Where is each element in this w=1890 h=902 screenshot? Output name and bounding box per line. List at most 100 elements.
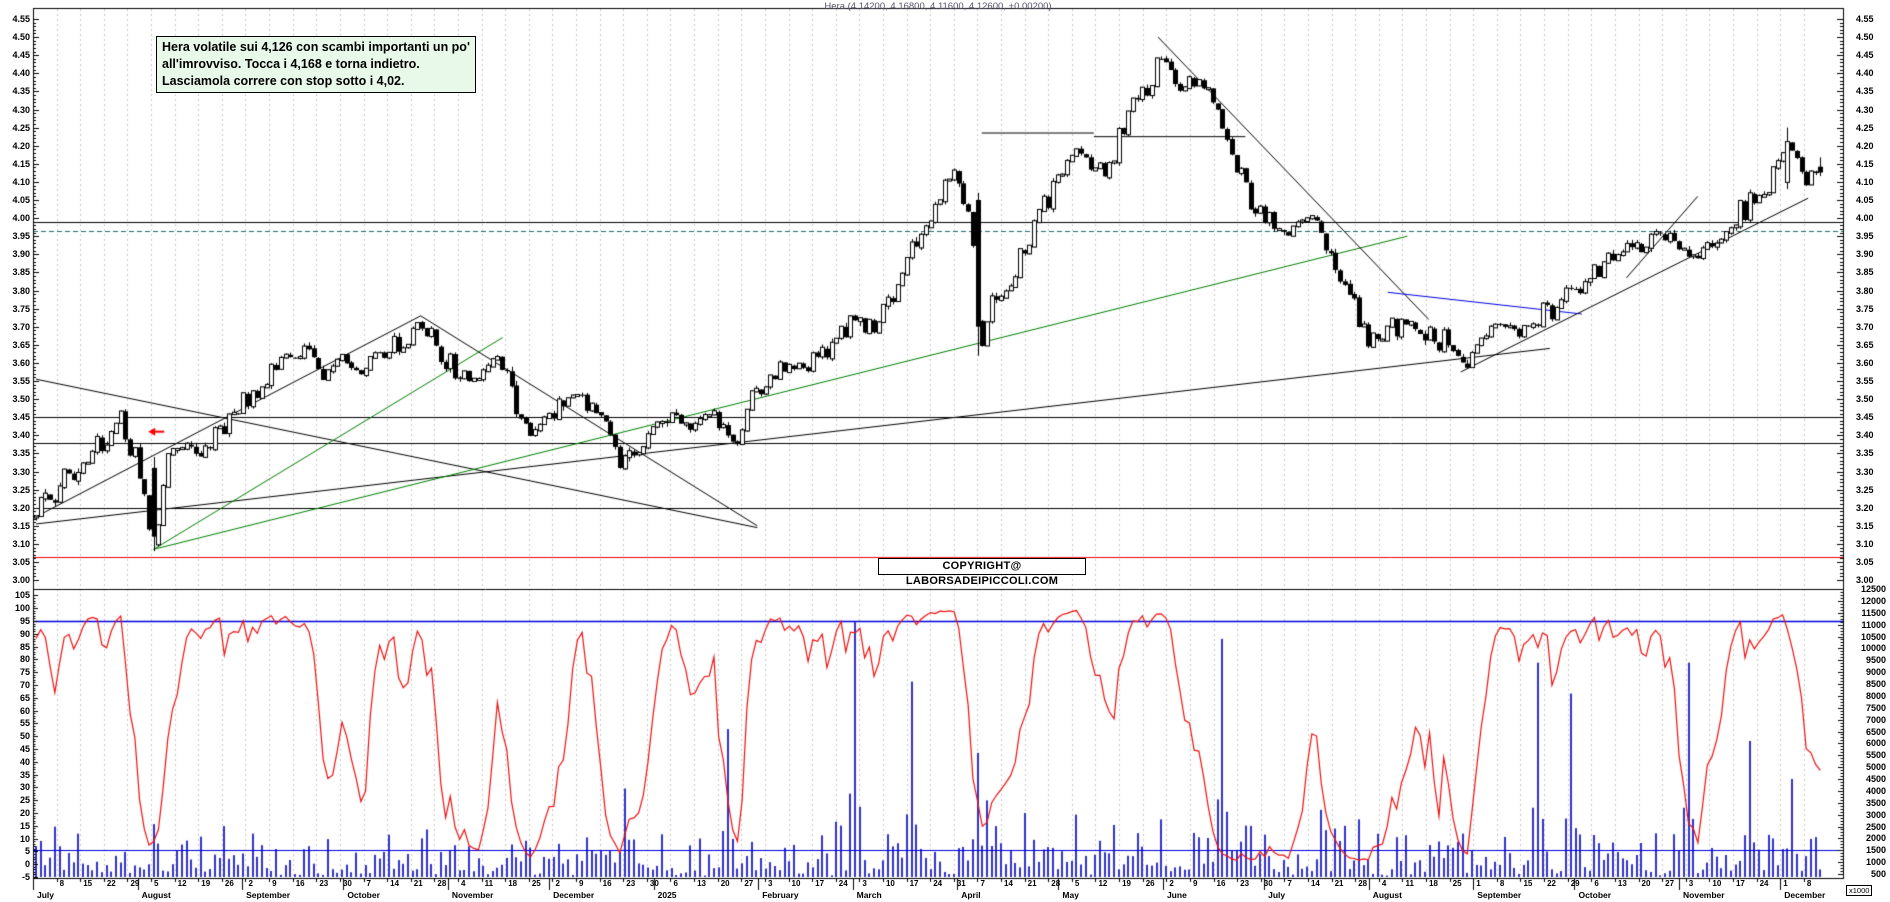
week-axis-label: 8	[1499, 879, 1505, 888]
price-axis-label-right: 4.55	[1856, 14, 1874, 24]
oscillator-axis-label: 55	[19, 718, 30, 729]
price-axis-label-left: 3.85	[12, 267, 30, 278]
price-axis-label-left: 3.70	[12, 321, 30, 332]
price-axis-label-right: 4.20	[1856, 140, 1874, 151]
week-axis-label: 10	[885, 879, 895, 888]
week-axis-label: 21	[1027, 879, 1037, 888]
price-axis-label-right: 3.70	[1856, 321, 1874, 332]
oscillator-axis-label: 20	[19, 808, 30, 818]
price-axis-label-left: 3.20	[12, 502, 30, 513]
oscillator-axis-label: 90	[19, 628, 30, 639]
volume-axis-label: 10500	[1860, 631, 1886, 642]
week-axis-label: 13	[697, 879, 706, 888]
week-axis-label: 24	[838, 879, 848, 888]
price-axis-label-left: 3.55	[12, 376, 30, 386]
week-axis-label: 12	[177, 879, 187, 888]
price-axis-label-left: 4.35	[12, 86, 30, 97]
week-axis-label: 1	[1783, 879, 1788, 888]
price-axis-label-right: 3.95	[1856, 231, 1874, 242]
price-axis-label-right: 4.30	[1856, 104, 1874, 115]
week-axis-label: 4	[1381, 879, 1387, 888]
price-axis-label-left: 4.10	[12, 176, 30, 187]
price-axis-label-right: 4.10	[1856, 176, 1874, 187]
month-axis-label: July	[1268, 890, 1286, 900]
week-axis-label: 28	[1051, 879, 1061, 888]
volume-axis-label: 3500	[1865, 797, 1886, 808]
price-axis-label-left: 3.50	[12, 394, 30, 405]
week-axis-label: 6	[1594, 879, 1599, 888]
month-axis-label: May	[1062, 890, 1079, 900]
volume-axis-label: 1500	[1865, 845, 1886, 856]
volume-axis-label: 5500	[1865, 750, 1886, 761]
week-axis-label: 29	[1570, 879, 1580, 888]
price-axis-label-left: 4.00	[12, 213, 30, 224]
price-axis-label-right: 3.20	[1856, 502, 1874, 513]
price-axis-label-right: 3.50	[1856, 394, 1874, 405]
annotation-line-3: Lasciamola correre con stop sotto i 4,02…	[162, 74, 405, 88]
month-axis-label: June	[1166, 890, 1187, 900]
price-axis-label-left: 4.55	[12, 14, 30, 24]
week-axis-label: 23	[1240, 879, 1250, 888]
price-axis-label-left: 4.05	[12, 195, 30, 205]
volume-axis-label: 6000	[1865, 738, 1886, 749]
volume-axis-label: 10000	[1860, 643, 1886, 654]
week-axis-label: 9	[579, 879, 584, 888]
week-axis-label: 23	[319, 879, 329, 888]
week-axis-label: 28	[1358, 879, 1368, 888]
price-axis-label-left: 3.60	[12, 357, 30, 368]
oscillator-axis-label: 105	[14, 590, 30, 601]
week-axis-label: 11	[1405, 879, 1414, 888]
price-axis-label-right: 3.80	[1856, 285, 1874, 296]
week-axis-label: 30	[342, 879, 352, 888]
price-axis-label-left: 3.75	[12, 303, 30, 314]
price-axis-label-left: 3.80	[12, 285, 30, 296]
price-axis-label-left: 4.45	[12, 50, 30, 61]
volume-axis-label: 11500	[1861, 607, 1886, 618]
price-axis-label-right: 4.00	[1856, 213, 1874, 224]
price-axis-label-right: 3.35	[1856, 448, 1874, 459]
oscillator-axis-label: 75	[19, 667, 30, 678]
volume-axis-label: 2000	[1865, 833, 1886, 844]
week-axis-label: 8	[1806, 879, 1812, 888]
price-axis-label-right: 3.15	[1856, 520, 1874, 531]
price-axis-label-left: 3.90	[12, 249, 30, 260]
oscillator-axis-label: 80	[19, 654, 30, 665]
week-axis-label: 24	[1759, 879, 1769, 888]
week-axis-label: 27	[744, 879, 754, 888]
annotation-box: Hera volatile sui 4,126 con scambi impor…	[156, 36, 476, 93]
week-axis-label: 19	[201, 879, 211, 888]
volume-axis-label: 4000	[1865, 785, 1886, 796]
price-axis-label-left: 3.25	[12, 484, 30, 495]
price-axis-label-left: 3.10	[12, 538, 30, 549]
week-axis-label: 18	[508, 879, 518, 888]
price-axis-label-left: 4.50	[12, 32, 30, 43]
price-axis-label-left: 3.65	[12, 339, 30, 350]
week-axis-label: 2	[1169, 879, 1174, 888]
oscillator-axis-label: 45	[19, 744, 30, 754]
price-axis-label-right: 4.35	[1856, 86, 1874, 97]
month-axis-label: 2025	[657, 890, 677, 900]
price-axis-label-right: 4.25	[1856, 122, 1874, 133]
annotation-line-1: Hera volatile sui 4,126 con scambi impor…	[162, 40, 470, 54]
week-axis-label: 28	[437, 879, 447, 888]
volume-axis-label: 4500	[1865, 774, 1886, 784]
week-axis-label: 16	[602, 879, 612, 888]
volume-axis-label: 3000	[1865, 809, 1886, 820]
oscillator-axis-label: 15	[19, 820, 30, 831]
price-axis-label-right: 3.55	[1856, 376, 1874, 386]
price-axis-label-left: 3.05	[12, 557, 30, 567]
chart-title: Hera (4.14200, 4.16800, 4.11600, 4.12600…	[824, 1, 1052, 12]
week-axis-label: 14	[1004, 879, 1013, 888]
price-axis-label-right: 4.40	[1856, 68, 1874, 79]
week-axis-label: 5	[154, 879, 159, 888]
week-axis-label: 15	[1523, 879, 1533, 888]
price-axis-label-right: 3.10	[1856, 538, 1874, 549]
price-axis-label-right: 3.75	[1856, 303, 1874, 314]
week-axis-label: 8	[59, 879, 65, 888]
volume-axis-label: 7500	[1865, 702, 1886, 713]
price-axis-label-right: 3.40	[1856, 430, 1874, 441]
week-axis-label: 19	[1122, 879, 1131, 888]
week-axis-label: 26	[224, 879, 234, 888]
